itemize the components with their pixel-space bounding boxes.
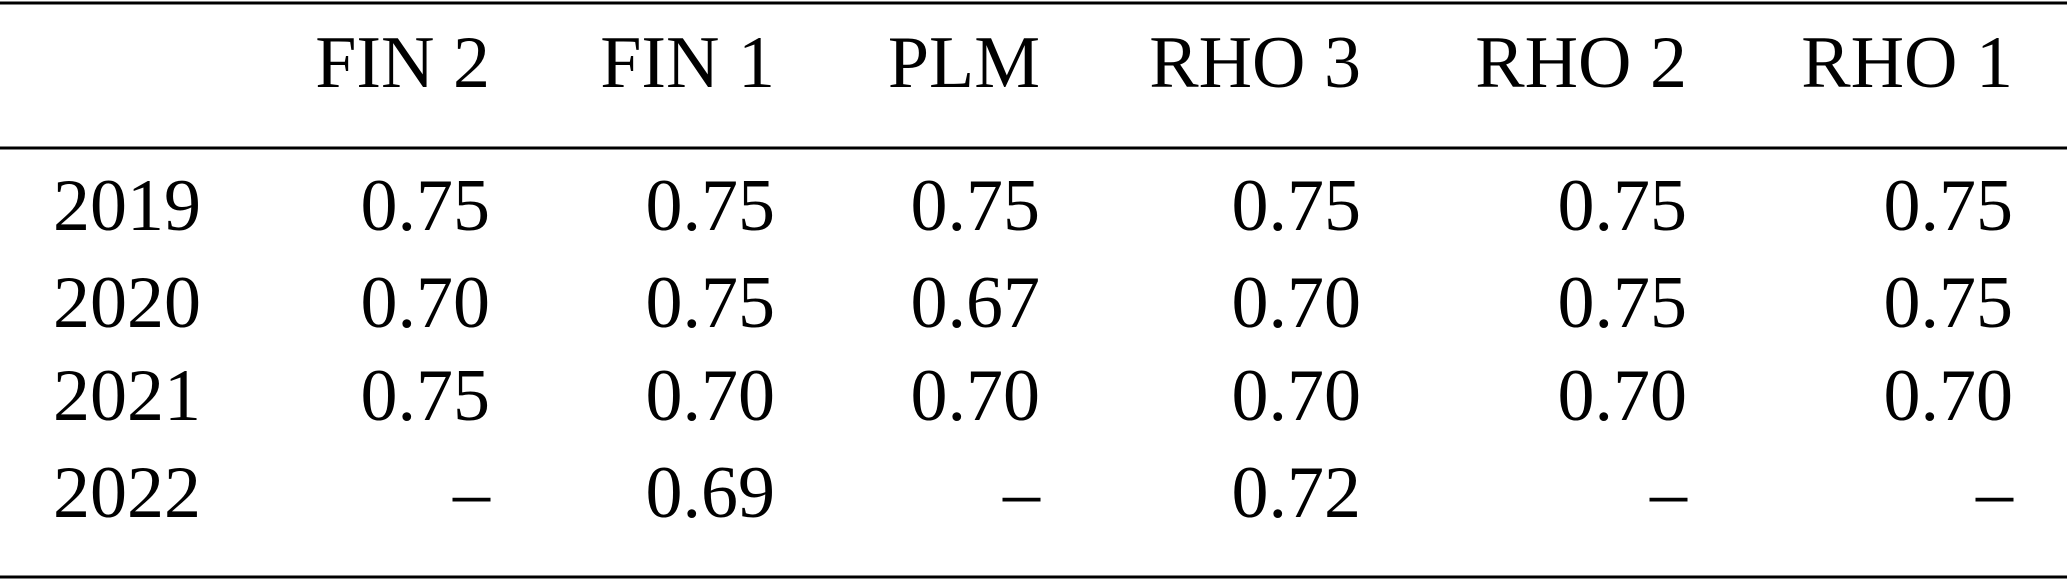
cell: 0.75 (1558, 165, 1688, 247)
cell: 0.69 (646, 452, 776, 534)
column-header: FIN 1 (600, 22, 775, 104)
cell: 0.72 (1232, 452, 1362, 534)
column-header: FIN 2 (315, 22, 490, 104)
cell: 0.75 (1884, 262, 2014, 344)
cell: 0.70 (911, 355, 1041, 437)
cell: – (1975, 452, 2014, 534)
column-header: PLM (888, 22, 1040, 104)
cell: 0.75 (1884, 165, 2014, 247)
cell: 0.70 (646, 355, 776, 437)
cell: 0.67 (911, 262, 1041, 344)
cell: 0.75 (911, 165, 1041, 247)
row-label: 2021 (53, 355, 201, 437)
cell: 0.75 (646, 165, 776, 247)
cell: 0.70 (1884, 355, 2014, 437)
column-header: RHO 2 (1475, 22, 1687, 104)
row-label: 2020 (53, 262, 201, 344)
cell: 0.75 (1558, 262, 1688, 344)
cell: 0.70 (361, 262, 491, 344)
cell: 0.75 (646, 262, 776, 344)
row-label: 2022 (53, 452, 201, 534)
cell: – (452, 452, 491, 534)
cell: – (1002, 452, 1041, 534)
cell: 0.75 (361, 165, 491, 247)
cell: 0.70 (1232, 355, 1362, 437)
cell: 0.75 (1232, 165, 1362, 247)
row-label: 2019 (53, 165, 201, 247)
column-header: RHO 3 (1149, 22, 1361, 104)
cell: 0.70 (1558, 355, 1688, 437)
cell: – (1649, 452, 1688, 534)
column-header: RHO 1 (1801, 22, 2013, 104)
cell: 0.70 (1232, 262, 1362, 344)
cell: 0.75 (361, 355, 491, 437)
